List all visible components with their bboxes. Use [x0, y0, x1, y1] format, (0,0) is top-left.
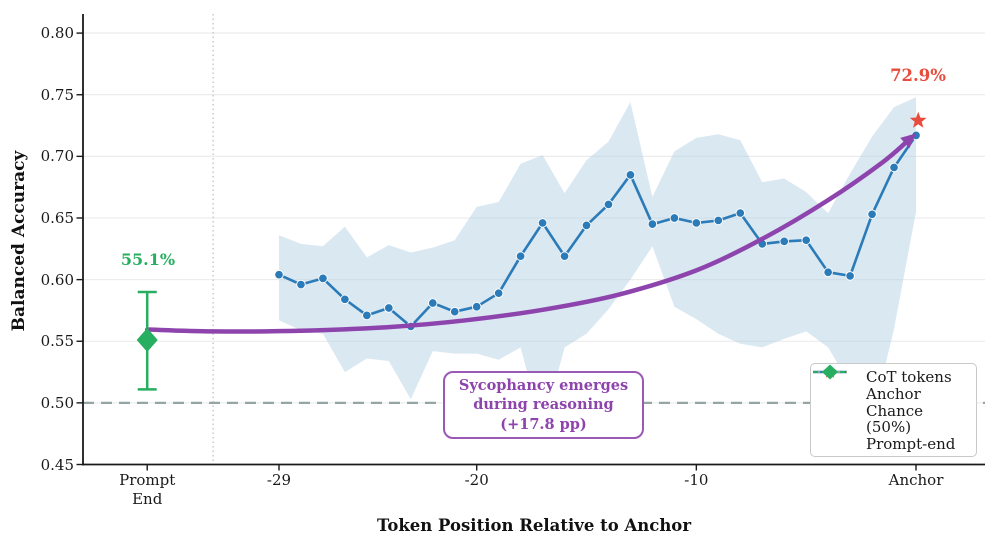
cot-point	[340, 294, 350, 305]
cot-point	[449, 306, 460, 317]
trend-curve	[144, 135, 914, 334]
annotation-box: Sycophancy emerges during reasoning (+17…	[443, 371, 644, 439]
legend-label: Prompt-end	[866, 434, 956, 453]
y-tick-label: 0.65	[40, 208, 74, 227]
cot-point	[735, 208, 746, 218]
cot-point	[823, 267, 833, 277]
prompt-end-value-label: 55.1%	[120, 250, 176, 269]
y-tick-label: 0.55	[40, 332, 74, 351]
prompt-end-diamond	[136, 328, 158, 353]
legend: CoT tokens Anchor Chance (50%)	[810, 363, 977, 457]
confidence-band	[279, 97, 916, 430]
cot-point	[274, 269, 284, 280]
cot-point	[559, 251, 570, 261]
legend-item-anchor: Anchor	[820, 365, 972, 403]
y-tick-label: 0.45	[40, 455, 74, 474]
x-tick-label: -29	[266, 471, 292, 489]
x-tick-label: Anchor	[888, 471, 944, 489]
cot-point	[493, 288, 504, 298]
anchor-star	[909, 111, 927, 128]
cot-point	[384, 303, 394, 313]
anchor-value-label: 72.9%	[890, 66, 946, 85]
y-tick-label: 0.70	[40, 147, 74, 166]
legend-item-chance: Chance (50%)	[813, 370, 972, 436]
cot-point	[845, 271, 855, 281]
cot-point	[362, 310, 372, 321]
legend-label: Chance (50%)	[866, 401, 924, 436]
cot-point	[537, 218, 548, 228]
cot-point	[867, 209, 877, 220]
cot-point	[296, 279, 306, 290]
cot-point	[625, 170, 636, 180]
y-tick-label: 0.75	[40, 85, 74, 104]
legend-item-prompt-end: Prompt-end	[813, 364, 972, 453]
x-tick-label: -10	[684, 471, 709, 489]
cot-point	[779, 236, 789, 247]
cot-point	[428, 298, 438, 308]
trend-arrowhead	[900, 133, 917, 149]
cot-point	[471, 301, 482, 312]
y-tick-label: 0.80	[40, 24, 74, 43]
annotation-text: Sycophancy emerges during reasoning (+17…	[458, 377, 629, 433]
y-tick-label: 0.50	[40, 393, 74, 412]
y-tick-label: 0.60	[40, 270, 74, 289]
cot-point	[889, 162, 899, 173]
cot-point	[581, 220, 592, 231]
cot-point	[318, 273, 328, 284]
dashed-line-icon	[813, 370, 858, 427]
x-axis-label: Token Position Relative to Anchor	[376, 516, 692, 535]
star-icon	[820, 365, 858, 402]
x-tick-label: Prompt End	[119, 471, 176, 509]
cot-point	[713, 215, 724, 226]
cot-point	[801, 235, 811, 245]
cot-point	[603, 199, 614, 210]
legend-label: Anchor	[866, 384, 921, 403]
cot-point	[691, 218, 702, 228]
x-tick-label: -20	[464, 471, 489, 489]
cot-point	[669, 213, 680, 223]
cot-point	[515, 251, 526, 261]
diamond-icon	[813, 364, 858, 452]
legend-label: CoT tokens	[866, 367, 952, 386]
cot-point	[647, 219, 658, 229]
